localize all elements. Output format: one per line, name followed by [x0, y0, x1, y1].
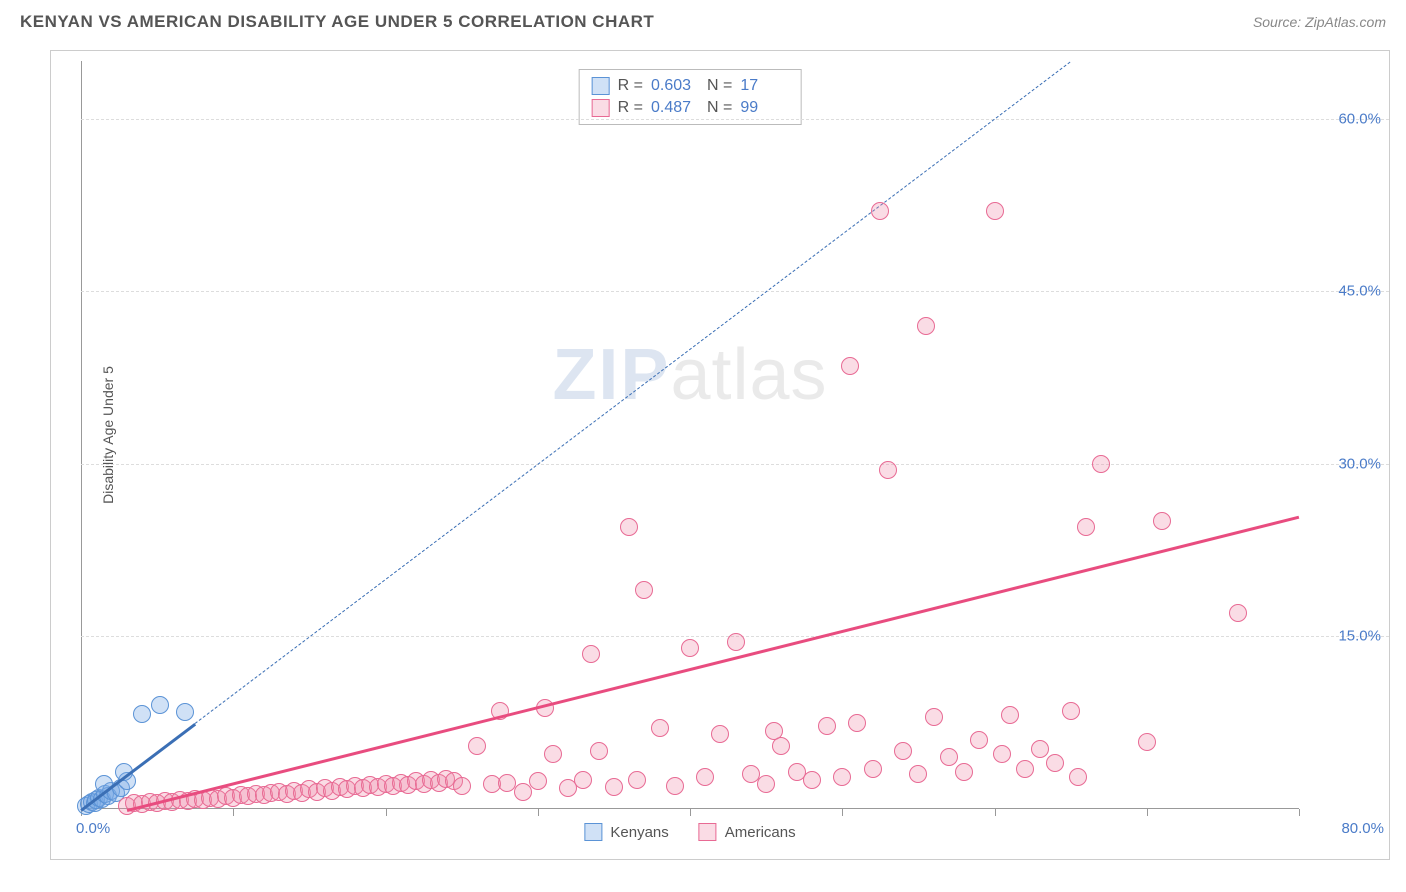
scatter-point — [133, 705, 151, 723]
stats-row-americans: R = 0.487 N = 99 — [592, 97, 789, 119]
scatter-point — [803, 771, 821, 789]
y-tick-label: 60.0% — [1338, 110, 1381, 127]
scatter-point — [848, 714, 866, 732]
n-value-kenyans: 17 — [740, 77, 788, 95]
chart-container: Disability Age Under 5 ZIPatlas 0.0% 80.… — [50, 50, 1390, 860]
scatter-point — [1077, 518, 1095, 536]
legend-label-americans: Americans — [725, 824, 796, 841]
scatter-point — [529, 772, 547, 790]
r-value-kenyans: 0.603 — [651, 77, 699, 95]
scatter-point — [582, 645, 600, 663]
scatter-point — [1138, 733, 1156, 751]
x-tick — [233, 809, 234, 816]
x-tick — [842, 809, 843, 816]
watermark: ZIPatlas — [552, 334, 827, 416]
legend-item-americans: Americans — [699, 823, 796, 841]
scatter-point — [970, 731, 988, 749]
trend-line-dashed — [195, 61, 1071, 723]
x-tick — [538, 809, 539, 816]
scatter-point — [917, 317, 935, 335]
scatter-point — [879, 461, 897, 479]
y-tick-label: 45.0% — [1338, 283, 1381, 300]
swatch-americans — [592, 99, 610, 117]
n-label: N = — [707, 99, 732, 117]
x-tick — [1147, 809, 1148, 816]
x-end-label: 80.0% — [1341, 820, 1384, 837]
scatter-point — [1046, 754, 1064, 772]
swatch-kenyans — [592, 77, 610, 95]
scatter-point — [696, 768, 714, 786]
watermark-atlas: atlas — [670, 335, 827, 415]
x-tick — [1299, 809, 1300, 816]
scatter-point — [453, 777, 471, 795]
scatter-point — [894, 742, 912, 760]
x-tick — [386, 809, 387, 816]
scatter-point — [628, 771, 646, 789]
scatter-point — [841, 357, 859, 375]
scatter-point — [651, 719, 669, 737]
scatter-point — [711, 725, 729, 743]
r-label: R = — [618, 99, 643, 117]
scatter-point — [727, 633, 745, 651]
scatter-point — [468, 737, 486, 755]
scatter-point — [993, 745, 1011, 763]
legend-item-kenyans: Kenyans — [584, 823, 668, 841]
scatter-point — [1069, 768, 1087, 786]
scatter-point — [620, 518, 638, 536]
scatter-point — [757, 775, 775, 793]
scatter-point — [590, 742, 608, 760]
legend-swatch-americans — [699, 823, 717, 841]
legend: Kenyans Americans — [584, 823, 795, 841]
scatter-point — [925, 708, 943, 726]
grid-line — [81, 291, 1389, 292]
scatter-point — [151, 696, 169, 714]
grid-line — [81, 464, 1389, 465]
scatter-point — [833, 768, 851, 786]
x-tick — [690, 809, 691, 816]
n-value-americans: 99 — [740, 99, 788, 117]
scatter-point — [955, 763, 973, 781]
scatter-point — [818, 717, 836, 735]
r-label: R = — [618, 77, 643, 95]
scatter-point — [986, 202, 1004, 220]
grid-line — [81, 119, 1389, 120]
scatter-point — [1062, 702, 1080, 720]
n-label: N = — [707, 77, 732, 95]
header: KENYAN VS AMERICAN DISABILITY AGE UNDER … — [0, 0, 1406, 40]
trend-line — [126, 516, 1299, 812]
scatter-point — [940, 748, 958, 766]
y-axis-label: Disability Age Under 5 — [100, 366, 116, 504]
scatter-point — [864, 760, 882, 778]
chart-title: KENYAN VS AMERICAN DISABILITY AGE UNDER … — [20, 12, 654, 32]
scatter-point — [1001, 706, 1019, 724]
y-tick-label: 30.0% — [1338, 455, 1381, 472]
scatter-point — [681, 639, 699, 657]
scatter-point — [635, 581, 653, 599]
scatter-point — [871, 202, 889, 220]
x-origin-label: 0.0% — [76, 820, 110, 837]
scatter-point — [574, 771, 592, 789]
legend-label-kenyans: Kenyans — [610, 824, 668, 841]
r-value-americans: 0.487 — [651, 99, 699, 117]
legend-swatch-kenyans — [584, 823, 602, 841]
scatter-point — [1092, 455, 1110, 473]
x-tick — [995, 809, 996, 816]
scatter-point — [1016, 760, 1034, 778]
scatter-point — [1031, 740, 1049, 758]
y-tick-label: 15.0% — [1338, 628, 1381, 645]
y-axis-line — [81, 61, 82, 809]
scatter-point — [544, 745, 562, 763]
stats-row-kenyans: R = 0.603 N = 17 — [592, 75, 789, 97]
scatter-point — [772, 737, 790, 755]
source-attribution: Source: ZipAtlas.com — [1253, 14, 1386, 30]
stats-box: R = 0.603 N = 17 R = 0.487 N = 99 — [579, 69, 802, 125]
scatter-point — [666, 777, 684, 795]
scatter-point — [1153, 512, 1171, 530]
scatter-point — [176, 703, 194, 721]
scatter-point — [605, 778, 623, 796]
scatter-point — [909, 765, 927, 783]
plot-area: Disability Age Under 5 ZIPatlas 0.0% 80.… — [81, 61, 1299, 809]
scatter-point — [1229, 604, 1247, 622]
